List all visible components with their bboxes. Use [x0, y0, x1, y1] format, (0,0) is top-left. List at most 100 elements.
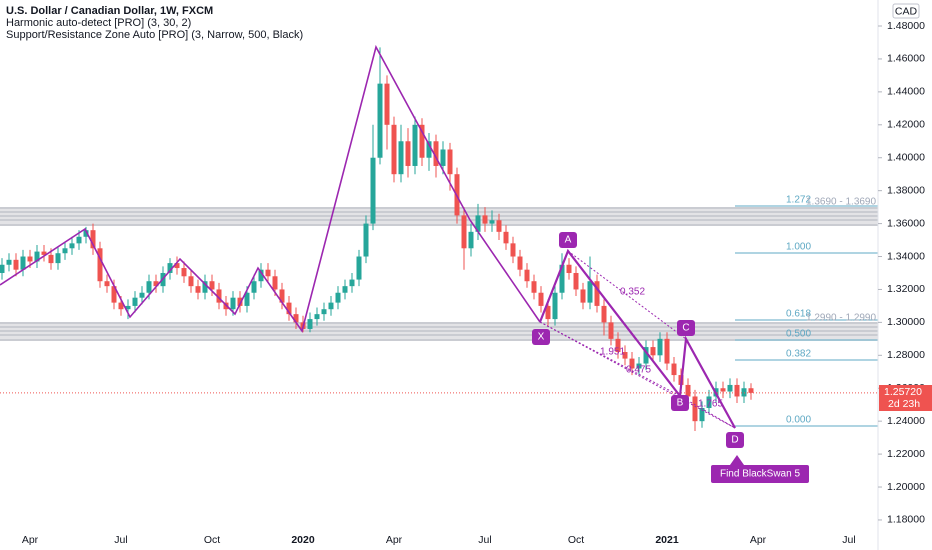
candle-body: [398, 141, 404, 175]
candle-body: [552, 292, 558, 320]
candle-body: [615, 338, 621, 353]
zone-label: 1.3690 - 1.3690: [806, 197, 876, 208]
candle-body: [629, 358, 635, 369]
point-label: D: [731, 435, 738, 446]
candle-body: [202, 281, 208, 293]
x-tick-label: Oct: [568, 534, 584, 546]
y-tick-label: 1.18000: [887, 514, 925, 526]
candle-body: [622, 352, 628, 359]
candle-body: [272, 276, 278, 290]
ratio-line: [539, 321, 736, 429]
ratio-label: 0.475: [626, 365, 651, 376]
fib-label: 1.272: [786, 195, 811, 206]
fib-label: 0.382: [786, 349, 811, 360]
y-tick-label: 1.48000: [887, 20, 925, 32]
candle-body: [531, 281, 537, 293]
x-tick-label: 2020: [291, 534, 315, 546]
candle-body: [251, 281, 257, 293]
candle-body: [356, 256, 362, 280]
pattern-labels: X A B C D 0.352 1.951 0.475 1.765 Find B…: [532, 232, 809, 483]
y-tick-label: 1.36000: [887, 217, 925, 229]
candle-body: [69, 243, 75, 249]
candle-body: [125, 305, 131, 310]
candle-body: [475, 215, 481, 232]
candle-body: [559, 264, 565, 293]
point-label: A: [565, 235, 572, 246]
candle-body: [286, 302, 292, 315]
candle-body: [643, 347, 649, 364]
candle-body: [118, 302, 124, 310]
candle-body: [335, 292, 341, 303]
candle-body: [48, 254, 54, 264]
candle-body: [720, 388, 726, 392]
candle-body: [594, 281, 600, 306]
candle-body: [538, 292, 544, 306]
x-tick-label: Jul: [114, 534, 127, 546]
countdown: 2d 23h: [888, 398, 920, 410]
currency-box[interactable]: [892, 3, 920, 19]
candle-body: [20, 256, 26, 270]
candle-body: [195, 286, 201, 293]
candle-body: [237, 297, 243, 306]
candle-body: [265, 269, 271, 277]
find-button[interactable]: [711, 465, 809, 483]
candle-body: [748, 388, 754, 393]
y-tick-label: 1.20000: [887, 481, 925, 493]
candle-body: [76, 236, 82, 244]
candle-body: [671, 363, 677, 376]
candle-body: [727, 384, 733, 392]
candle-body: [734, 384, 740, 397]
zone-label: 1.2990 - 1.2990: [806, 313, 876, 324]
candle-body: [412, 124, 418, 166]
candle-body: [503, 231, 509, 244]
y-tick-label: 1.42000: [887, 119, 925, 131]
currency[interactable]: CAD: [895, 5, 918, 17]
candle-body: [83, 230, 89, 237]
chart-title: U.S. Dollar / Canadian Dollar, 1W, FXCM: [6, 5, 213, 17]
candle-body: [258, 269, 264, 282]
point-label: X: [538, 332, 545, 343]
point-box: [671, 395, 689, 411]
candle-body: [314, 314, 320, 320]
candle-body: [342, 286, 348, 293]
button-pointer: [730, 455, 744, 465]
y-tick-label: 1.22000: [887, 448, 925, 460]
candle-body: [685, 384, 691, 397]
candle-body: [62, 248, 68, 254]
candle-body: [468, 231, 474, 249]
candle-body: [370, 157, 376, 224]
candle-body: [510, 243, 516, 257]
candle-body: [216, 289, 222, 303]
candle-body: [650, 347, 656, 356]
candle-body: [489, 220, 495, 224]
y-tick-label: 1.40000: [887, 152, 925, 164]
y-tick-label: 1.38000: [887, 184, 925, 196]
fib-label: 0.500: [786, 329, 811, 340]
x-tick-label: Apr: [22, 534, 39, 546]
y-tick-label: 1.46000: [887, 53, 925, 65]
candle-body: [601, 305, 607, 323]
candle-body: [321, 309, 327, 315]
ratio-label: 1.951: [600, 347, 625, 358]
candle-body: [706, 396, 712, 408]
candle-body: [608, 322, 614, 339]
ratio-line: [567, 250, 687, 340]
fib-label: 0.000: [786, 415, 811, 426]
candle-body: [405, 141, 411, 166]
indicator: Harmonic auto-detect [PRO] (3, 30, 2): [6, 17, 191, 29]
point-box: [677, 320, 695, 336]
candle-body: [307, 319, 313, 329]
candle-body: [153, 281, 159, 287]
fibonacci-levels: [735, 205, 878, 427]
find-button-label[interactable]: Find BlackSwan 5: [720, 469, 800, 480]
x-tick-label: Apr: [386, 534, 403, 546]
candle-body: [580, 289, 586, 303]
x-tick-label: Apr: [750, 534, 767, 546]
x-tick-label: 2021: [655, 534, 679, 546]
candle-body: [699, 407, 705, 422]
candle-body: [482, 215, 488, 224]
candle-body: [573, 272, 579, 290]
ratio-label: 0.352: [620, 287, 645, 298]
candle-body: [461, 215, 467, 249]
